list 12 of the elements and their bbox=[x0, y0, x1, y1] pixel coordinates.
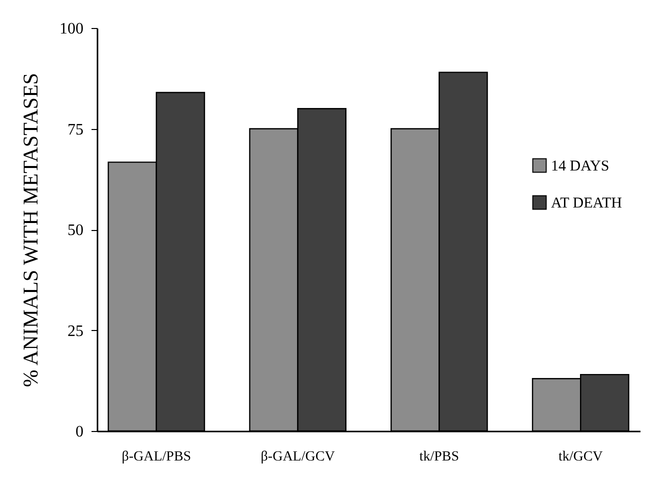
legend-label: 14 DAYS bbox=[551, 158, 610, 174]
x-tick-label: β-GAL/PBS bbox=[122, 450, 192, 464]
x-tick-label: tk/PBS bbox=[419, 450, 460, 464]
y-tick-label: 100 bbox=[60, 20, 84, 38]
y-tick-label: 50 bbox=[68, 222, 84, 239]
y-tick-label: 0 bbox=[76, 424, 84, 440]
x-tick-label: β-GAL/GCV bbox=[260, 450, 335, 464]
legend-label: AT DEATH bbox=[551, 196, 622, 212]
y-axis-title: % ANIMALS WITH METASTASES bbox=[18, 72, 42, 388]
y-tick-label: 75 bbox=[68, 121, 84, 138]
y-tick-label: 25 bbox=[68, 322, 84, 340]
x-tick-label: tk/GCV bbox=[558, 450, 603, 464]
